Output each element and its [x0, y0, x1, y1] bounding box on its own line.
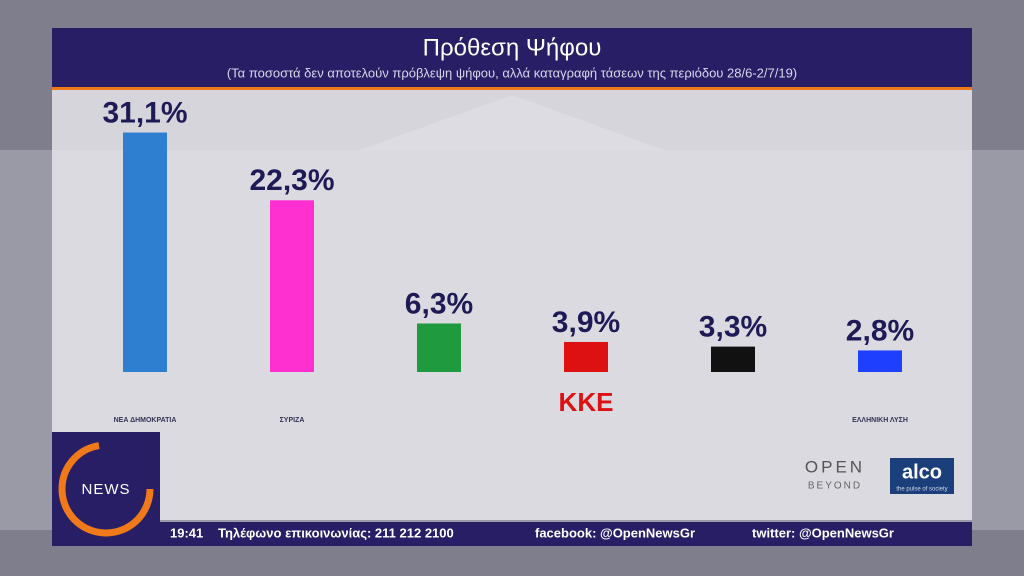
category-label: ΚΚΕ: [559, 387, 614, 417]
bars: 31,1% ΝΕΑ ΔΗΜΟΚΡΑΤΙΑ 22,3% ΣΥΡΙΖΑ 6,3% 3,9% ΚΚ…: [102, 96, 914, 423]
title-underline: [52, 87, 972, 90]
value-label: 3,9%: [552, 306, 620, 339]
ticker-bar: [52, 522, 972, 546]
category-label: ΕΛΛΗΝΙΚΗ ΛΥΣΗ: [852, 417, 908, 424]
alco-tagline: the pulse of society: [896, 487, 947, 493]
news-logo-text: NEWS: [82, 481, 131, 498]
bar: [858, 350, 902, 372]
category-label: ΝΕΑ ΔΗΜΟΚΡΑΤΙΑ: [114, 417, 177, 424]
bar: [123, 132, 167, 372]
open-logo-sub: BEYOND: [808, 481, 862, 492]
title-bar: [52, 28, 972, 88]
chart-subtitle: (Τα ποσοστά δεν αποτελούν πρόβλεψη ψήφου…: [227, 65, 797, 80]
alco-logo: [890, 458, 954, 494]
ticker-twitter: twitter: @OpenNewsGr: [752, 525, 894, 540]
open-logo-text: OPEN: [805, 457, 865, 476]
value-label: 22,3%: [249, 164, 334, 197]
value-label: 3,3%: [699, 311, 767, 344]
panel: [52, 28, 972, 520]
ticker-phone: Τηλέφωνο επικοινωνίας: 211 212 2100: [218, 525, 454, 540]
bar: [270, 200, 314, 372]
chart-title: Πρόθεση Ψήφου: [423, 34, 602, 61]
category-label: ΣΥΡΙΖΑ: [280, 417, 305, 424]
value-label: 6,3%: [405, 287, 473, 320]
ticker-time: 19:41: [170, 525, 203, 540]
bar: [564, 341, 608, 372]
news-logo-box: [52, 432, 160, 546]
news-logo-ring: [58, 441, 154, 537]
bar: [711, 346, 755, 372]
bar: [417, 323, 461, 372]
alco-logo-text: alco: [902, 461, 942, 483]
value-label: 2,8%: [846, 314, 914, 347]
value-label: 31,1%: [102, 96, 187, 129]
ticker-facebook: facebook: @OpenNewsGr: [535, 525, 695, 540]
